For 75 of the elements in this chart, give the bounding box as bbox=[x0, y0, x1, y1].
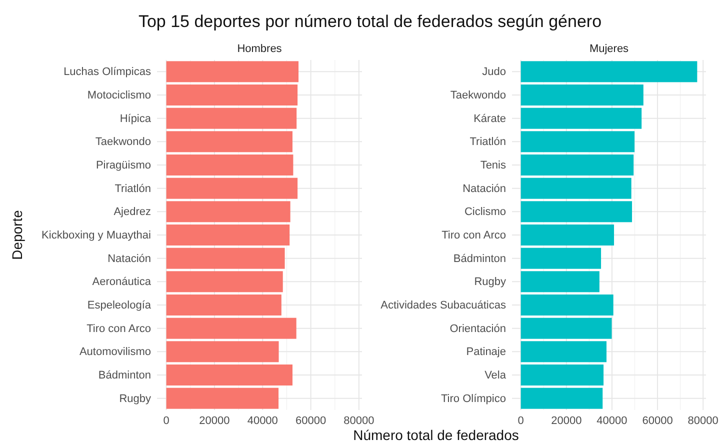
bar bbox=[166, 201, 290, 222]
bar bbox=[166, 61, 299, 82]
bar bbox=[166, 248, 285, 269]
x-tick-label: 80000 bbox=[344, 414, 374, 427]
chart-title: Top 15 deportes por número total de federados según género bbox=[138, 12, 602, 31]
bar bbox=[520, 61, 698, 82]
chart-subtitle: Hombres bbox=[237, 43, 282, 55]
bar bbox=[166, 271, 283, 292]
bar bbox=[166, 154, 294, 176]
y-tick-label: Automovilismo bbox=[79, 346, 151, 358]
bar bbox=[520, 178, 632, 199]
y-axis-title: Deporte bbox=[9, 210, 25, 260]
y-tick-label: Tiro Olímpico bbox=[441, 392, 506, 405]
x-tick-label: 20000 bbox=[551, 414, 582, 427]
y-tick-label: Tenis bbox=[480, 160, 506, 172]
y-tick-label: Judo bbox=[482, 66, 506, 78]
x-tick-label: 60000 bbox=[642, 414, 673, 427]
y-tick-label: Luchas Olímpicas bbox=[64, 66, 152, 78]
bar bbox=[166, 84, 298, 106]
bar bbox=[520, 341, 606, 362]
y-tick-label: Piragüismo bbox=[96, 160, 151, 172]
bar bbox=[166, 388, 279, 409]
y-tick-label: Natación bbox=[108, 252, 151, 265]
bar bbox=[520, 224, 614, 246]
bar bbox=[520, 154, 634, 176]
y-tick-label: Rugby bbox=[474, 276, 506, 288]
y-tick-label: Hípica bbox=[120, 112, 152, 125]
x-axis-title: Número total de federados bbox=[353, 427, 519, 443]
y-tick-label: Patinaje bbox=[466, 346, 506, 358]
y-tick-label: Triatlón bbox=[114, 182, 151, 195]
y-tick-label: Bádminton bbox=[98, 370, 151, 382]
y-tick-label: Triatlón bbox=[470, 136, 506, 148]
y-tick-label: Tiro con Arco bbox=[86, 322, 151, 335]
x-tick-label: 40000 bbox=[596, 414, 628, 427]
y-tick-label: Aeronáutica bbox=[92, 276, 152, 288]
bar bbox=[520, 318, 612, 339]
y-tick-label: Taekwondo bbox=[450, 90, 506, 102]
x-tick-label: 20000 bbox=[199, 414, 230, 427]
x-tick-label: 80000 bbox=[688, 414, 718, 427]
bar bbox=[520, 248, 602, 269]
y-tick-label: Tiro con Arco bbox=[442, 230, 506, 242]
bar bbox=[520, 294, 614, 316]
y-tick-label: Motociclismo bbox=[87, 90, 151, 102]
x-tick-label: 40000 bbox=[247, 414, 278, 427]
bar bbox=[166, 224, 290, 246]
y-tick-label: Kickboxing y Muaythai bbox=[42, 230, 151, 242]
y-tick-label: Bádminton bbox=[453, 252, 506, 265]
bar bbox=[520, 84, 644, 106]
y-tick-label: Taekwondo bbox=[95, 136, 151, 148]
y-tick-label: Ajedrez bbox=[114, 206, 151, 218]
y-tick-label: Ciclismo bbox=[464, 206, 506, 218]
bar bbox=[166, 341, 279, 362]
y-tick-label: Kárate bbox=[474, 112, 506, 125]
y-tick-label: Vela bbox=[484, 370, 507, 382]
bar bbox=[166, 178, 298, 199]
bar bbox=[166, 108, 297, 129]
y-tick-label: Rugby bbox=[119, 392, 152, 405]
bar bbox=[520, 271, 600, 292]
y-tick-label: Natación bbox=[462, 182, 506, 195]
bar bbox=[166, 131, 292, 152]
x-tick-label: 0 bbox=[163, 414, 170, 427]
bar bbox=[520, 364, 604, 386]
bar bbox=[166, 318, 296, 339]
chart-subtitle: Mujeres bbox=[589, 43, 630, 55]
bar bbox=[520, 201, 632, 222]
x-tick-label: 0 bbox=[518, 414, 524, 427]
y-tick-label: Orientación bbox=[450, 322, 506, 335]
bar bbox=[520, 108, 642, 129]
y-tick-label: Actividades Subacuáticas bbox=[380, 300, 506, 312]
x-tick-label: 60000 bbox=[295, 414, 326, 427]
bar bbox=[166, 294, 282, 316]
bar bbox=[166, 364, 292, 386]
bar bbox=[520, 131, 635, 152]
y-tick-label: Espeleología bbox=[87, 300, 152, 312]
bar bbox=[520, 388, 603, 409]
